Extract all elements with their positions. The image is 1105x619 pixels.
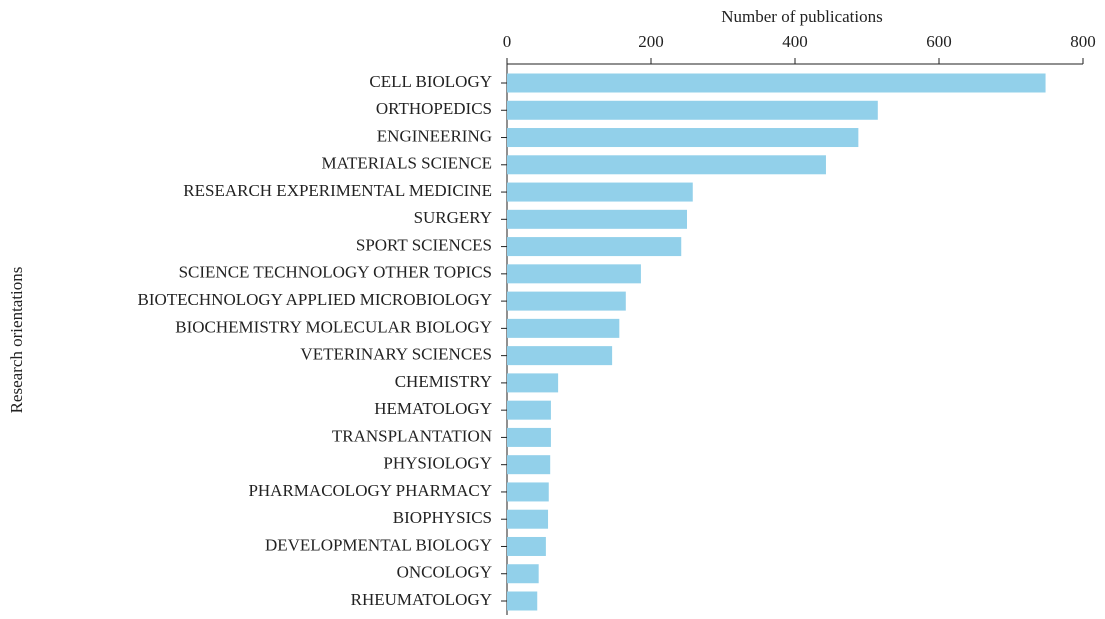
- y-tick-label: TRANSPLANTATION: [332, 426, 492, 445]
- y-tick-label: BIOTECHNOLOGY APPLIED MICROBIOLOGY: [138, 290, 492, 309]
- y-tick-label: DEVELOPMENTAL BIOLOGY: [265, 535, 492, 554]
- bar: [507, 564, 539, 584]
- bar: [507, 291, 626, 311]
- bar: [507, 100, 878, 120]
- y-tick-label: CHEMISTRY: [395, 372, 492, 391]
- bar: [507, 73, 1046, 93]
- bar: [507, 536, 546, 556]
- y-tick-label: RHEUMATOLOGY: [351, 590, 492, 609]
- x-tick-label: 0: [503, 32, 512, 51]
- y-tick-label: SPORT SCIENCES: [356, 235, 492, 254]
- x-tick-label: 800: [1070, 32, 1096, 51]
- bar: [507, 128, 859, 148]
- y-tick-label: BIOPHYSICS: [393, 508, 492, 527]
- bar: [507, 482, 549, 502]
- bar: [507, 318, 620, 338]
- y-tick-label: RESEARCH EXPERIMENTAL MEDICINE: [183, 181, 492, 200]
- bar: [507, 455, 551, 475]
- y-tick-label: ENGINEERING: [377, 126, 492, 145]
- bar: [507, 373, 559, 393]
- y-axis-title: Research orientations: [7, 267, 26, 414]
- bar: [507, 237, 682, 257]
- x-tick-label: 600: [926, 32, 952, 51]
- y-tick-label: ONCOLOGY: [397, 563, 492, 582]
- x-tick-label: 200: [638, 32, 664, 51]
- bar: [507, 427, 551, 447]
- bar: [507, 346, 613, 366]
- y-tick-label: BIOCHEMISTRY MOLECULAR BIOLOGY: [175, 317, 492, 336]
- bar: [507, 264, 641, 284]
- y-tick-label: PHYSIOLOGY: [383, 454, 492, 473]
- y-tick-label: VETERINARY SCIENCES: [300, 345, 492, 364]
- bar: [507, 155, 826, 175]
- y-tick-label: HEMATOLOGY: [374, 399, 492, 418]
- bar: [507, 209, 687, 229]
- bar: [507, 182, 693, 202]
- bar: [507, 509, 549, 529]
- bar: [507, 400, 551, 420]
- x-tick-label: 400: [782, 32, 808, 51]
- y-tick-label: PHARMACOLOGY PHARMACY: [248, 481, 492, 500]
- y-tick-label: SURGERY: [414, 208, 492, 227]
- y-tick-label: SCIENCE TECHNOLOGY OTHER TOPICS: [179, 263, 492, 282]
- y-tick-label: ORTHOPEDICS: [376, 99, 492, 118]
- bar: [507, 591, 538, 611]
- y-tick-label: CELL BIOLOGY: [369, 72, 492, 91]
- x-axis-title: Number of publications: [721, 7, 882, 26]
- y-tick-label: MATERIALS SCIENCE: [322, 154, 492, 173]
